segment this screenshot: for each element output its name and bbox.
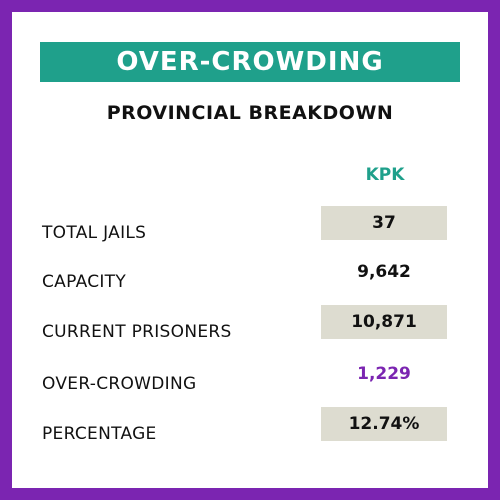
row-label-over-crowding: OVER-CROWDING [42, 374, 197, 394]
infographic-card: OVER-CROWDING PROVINCIAL BREAKDOWN KPK T… [12, 12, 488, 488]
title-banner: OVER-CROWDING [40, 42, 460, 82]
row-value-over-crowding: 1,229 [357, 364, 411, 384]
subtitle: PROVINCIAL BREAKDOWN [106, 102, 394, 124]
column-header-kpk: KPK [365, 165, 405, 185]
row-label-current-prisoners: CURRENT PRISONERS [42, 322, 232, 342]
row-label-capacity: CAPACITY [42, 272, 127, 292]
row-value-total-jails: 37 [321, 206, 447, 240]
row-value-current-prisoners: 10,871 [321, 305, 447, 339]
banner-title: OVER-CROWDING [116, 47, 384, 77]
row-value-capacity: 9,642 [357, 262, 411, 282]
row-value-percentage: 12.74% [321, 407, 447, 441]
row-label-percentage: PERCENTAGE [42, 424, 157, 444]
row-label-total-jails: TOTAL JAILS [42, 223, 147, 243]
